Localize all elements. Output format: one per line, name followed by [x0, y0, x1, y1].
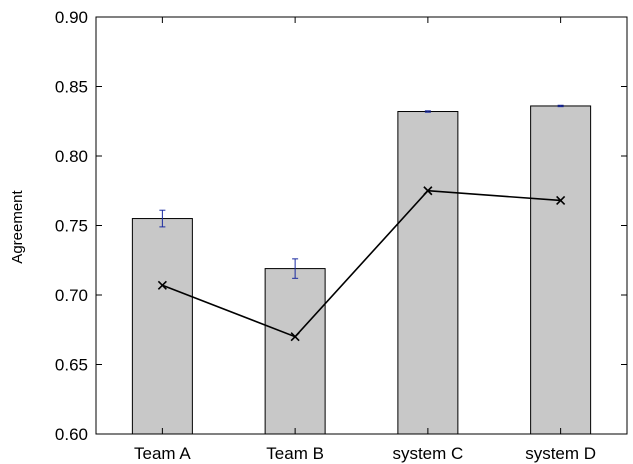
y-axis: 0.60 0.65 0.70 0.75 0.80 0.85 0.90	[55, 8, 627, 444]
line-path	[162, 189, 561, 338]
y-tick-label: 0.80	[55, 147, 88, 166]
line-point	[290, 332, 300, 342]
bar	[131, 218, 193, 435]
line-point	[556, 195, 566, 206]
y-tick-label: 0.65	[55, 356, 88, 375]
x-tick-label: system D	[525, 444, 596, 463]
series-line	[157, 186, 566, 342]
y-tick-label: 0.90	[55, 8, 88, 27]
x-axis: Team A Team B system C system D	[134, 17, 596, 463]
y-tick-label: 0.85	[55, 78, 88, 97]
error-bar	[292, 258, 299, 279]
line-point	[423, 186, 433, 196]
error-bar	[159, 209, 166, 228]
y-axis-label: Agreement	[9, 189, 26, 263]
y-tick-label: 0.60	[55, 425, 88, 444]
line-point	[157, 280, 167, 290]
error-bar	[557, 104, 564, 108]
error-bars	[159, 104, 564, 279]
bar	[264, 268, 326, 435]
x-tick-label: Team A	[134, 444, 191, 463]
error-bar	[424, 110, 431, 113]
bar	[530, 105, 592, 435]
bar	[397, 111, 459, 435]
x-tick-label: Team B	[266, 444, 324, 463]
bars	[131, 105, 592, 435]
y-tick-label: 0.75	[55, 217, 88, 236]
y-tick-label: 0.70	[55, 286, 88, 305]
x-tick-label: system C	[392, 444, 463, 463]
